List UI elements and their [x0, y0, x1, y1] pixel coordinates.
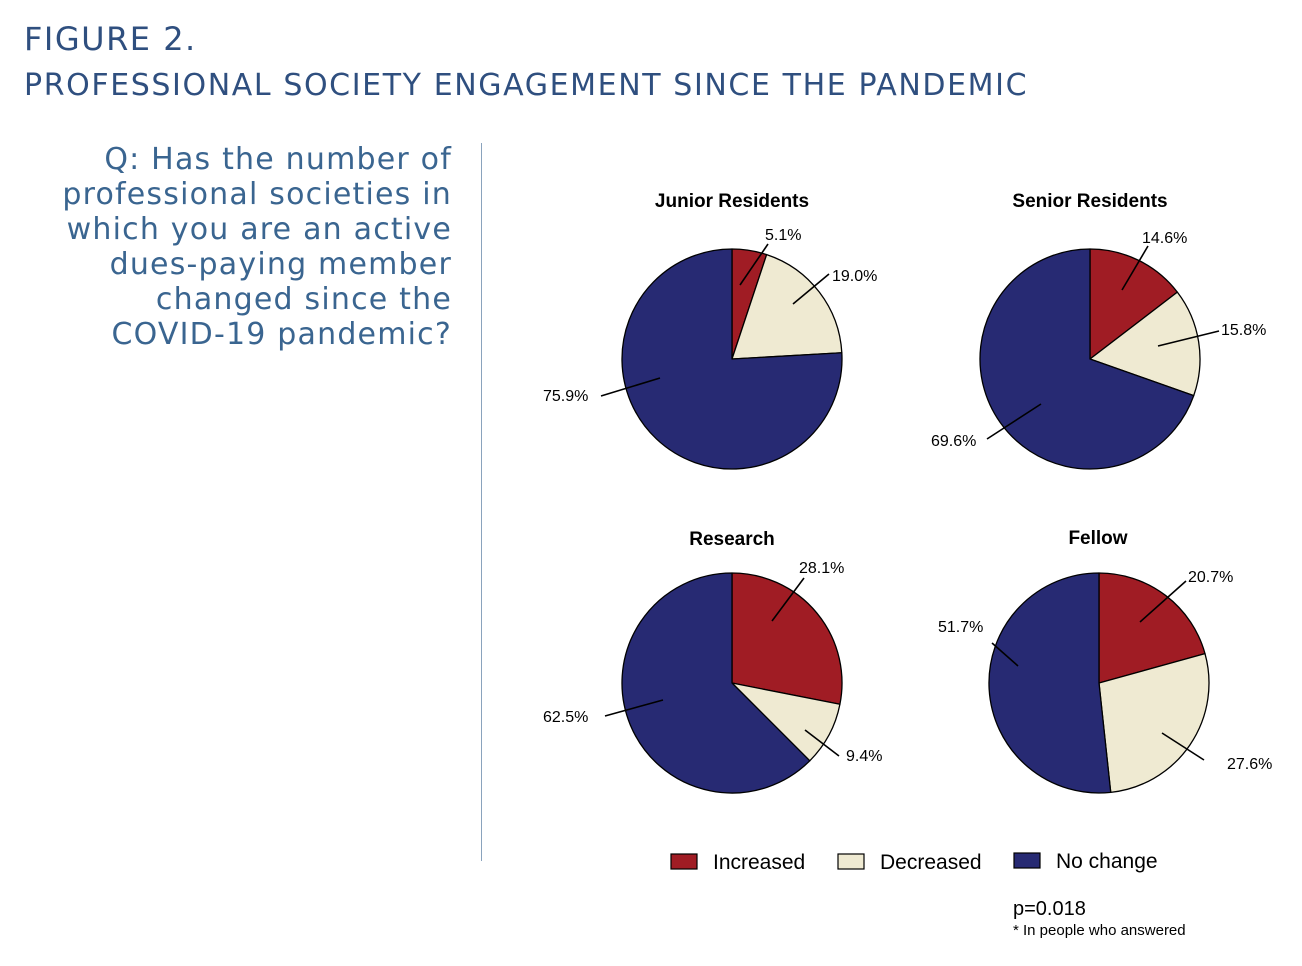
pie-title-junior-residents: Junior Residents	[655, 191, 809, 212]
pie-slice-decreased	[1098, 652, 1210, 794]
pie-title-senior-residents: Senior Residents	[1012, 191, 1167, 212]
leader-line	[986, 403, 1042, 440]
legend-label-increased: Increased	[713, 851, 805, 874]
pct-label: 69.6%	[931, 433, 976, 450]
pct-label: 15.8%	[1221, 322, 1266, 339]
question-line: dues-paying member	[109, 247, 452, 282]
vertical-divider	[481, 143, 482, 861]
question-text: Q: Has the number of professional societ…	[12, 142, 452, 352]
leader-line	[739, 243, 769, 286]
pct-label: 27.6%	[1227, 756, 1272, 773]
legend: Increased Decreased No change	[670, 850, 1158, 874]
leader-line	[771, 577, 805, 622]
question-line: Q: Has the number of	[104, 142, 452, 177]
figure-label: FIGURE 2.	[24, 20, 197, 58]
leader-line	[804, 729, 840, 757]
pie-slice-increased	[731, 572, 843, 705]
p-value: p=0.018	[1013, 898, 1086, 920]
leader-line	[1161, 732, 1205, 761]
question-line: changed since the	[155, 282, 452, 317]
pct-label: 9.4%	[846, 748, 882, 765]
legend-label-decreased: Decreased	[880, 851, 982, 874]
pie-slice-decreased	[731, 253, 843, 360]
leader-line	[1139, 580, 1187, 623]
pie-slice-increased	[1098, 572, 1206, 684]
leader-lines	[600, 243, 1220, 761]
leader-line	[1157, 330, 1220, 347]
figure-title: PROFESSIONAL SOCIETY ENGAGEMENT SINCE TH…	[24, 68, 1029, 103]
pie-slice-no-change	[621, 572, 811, 794]
pie-title-research: Research	[689, 529, 775, 550]
pct-label: 20.7%	[1188, 569, 1233, 586]
footnote-note: * In people who answered	[1013, 922, 1186, 939]
pct-label: 51.7%	[938, 619, 983, 636]
question-line: professional societies in	[62, 177, 452, 212]
legend-swatch-decreased	[837, 853, 865, 870]
pie-slice-no-change	[979, 248, 1195, 470]
pie-slice-no-change	[988, 572, 1112, 794]
leader-line	[991, 642, 1019, 667]
pct-label: 19.0%	[832, 268, 877, 285]
pct-label: 75.9%	[543, 388, 588, 405]
leader-line	[792, 273, 830, 305]
pie-title-fellow: Fellow	[1068, 528, 1127, 549]
legend-label-no-change: No change	[1056, 850, 1158, 873]
pct-label: 62.5%	[543, 709, 588, 726]
pct-label: 14.6%	[1142, 230, 1187, 247]
leader-line	[604, 699, 664, 717]
leader-line	[1121, 245, 1149, 291]
pct-label: 28.1%	[799, 560, 844, 577]
legend-swatch-no-change	[1013, 852, 1041, 869]
pie-slice-no-change	[621, 248, 843, 470]
pie-slice-decreased	[1089, 291, 1201, 397]
pie-slices-layer	[621, 248, 1210, 794]
question-line: COVID-19 pandemic?	[111, 317, 452, 352]
question-line: which you are an active	[66, 212, 452, 247]
legend-swatch-increased	[670, 853, 698, 870]
pct-label: 5.1%	[765, 227, 801, 244]
leader-line	[600, 377, 661, 397]
